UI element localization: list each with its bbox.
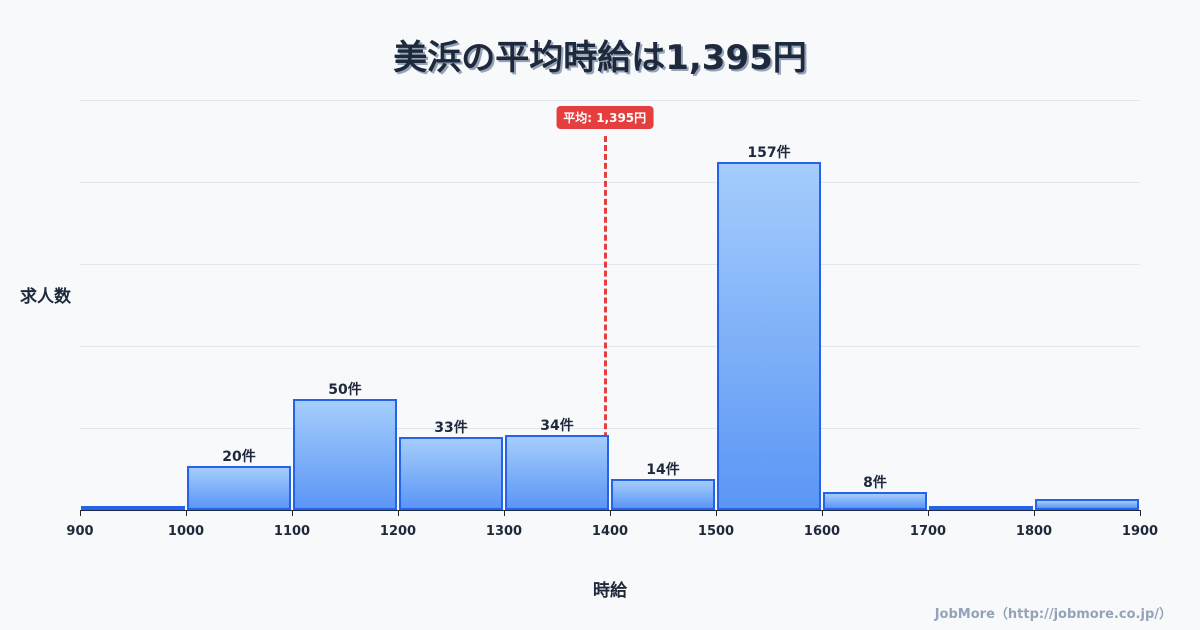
histogram-bar <box>929 505 1033 510</box>
chart-title: 美浜の平均時給は1,395円 <box>393 38 807 78</box>
histogram-bar <box>505 434 609 510</box>
bar-value-label: 34件 <box>540 417 574 434</box>
histogram-bar <box>1035 498 1139 510</box>
gridline <box>80 100 1140 101</box>
gridline <box>80 346 1140 347</box>
x-tick-label: 1800 <box>1015 524 1053 539</box>
bar-value-label: 20件 <box>222 448 256 465</box>
bar-value-label: 14件 <box>646 461 680 478</box>
gridline <box>80 264 1140 265</box>
average-badge: 平均: 1,395円 <box>556 106 654 129</box>
gridline <box>80 428 1140 429</box>
x-tick-label: 1400 <box>591 524 629 539</box>
x-tick <box>1140 510 1141 516</box>
y-axis-label: 求人数 <box>20 287 71 307</box>
histogram-bar <box>187 465 291 510</box>
histogram-bar <box>293 399 397 510</box>
histogram-bar <box>399 436 503 510</box>
histogram-plot: 平均: 1,395円 20件 50件 33件 34件 14件 157件 8件 900 1000 1… <box>66 100 1158 539</box>
histogram-bar <box>823 492 927 510</box>
x-tick-label: 1100 <box>273 524 311 539</box>
histogram-bar <box>81 506 185 510</box>
average-line <box>603 136 607 510</box>
x-tick <box>504 510 505 516</box>
x-axis-label: 時給 <box>593 581 627 601</box>
x-tick <box>928 510 929 516</box>
x-tick-label: 1600 <box>803 524 841 539</box>
x-tick <box>716 510 717 516</box>
x-tick <box>80 510 81 516</box>
x-tick-label: 900 <box>66 524 94 539</box>
x-tick-label: 1500 <box>697 524 735 539</box>
x-tick-label: 1000 <box>167 524 205 539</box>
x-tick <box>822 510 823 516</box>
x-tick-label: 1200 <box>379 524 417 539</box>
x-tick-label: 1700 <box>909 524 947 539</box>
x-tick <box>292 510 293 516</box>
bar-value-label: 50件 <box>328 382 362 399</box>
credit-text: JobMore（http://jobmore.co.jp/） <box>934 607 1172 622</box>
bar-value-label: 33件 <box>434 419 468 436</box>
x-tick <box>398 510 399 516</box>
x-tick-label: 1900 <box>1121 524 1159 539</box>
gridline <box>80 182 1140 183</box>
bar-value-label: 8件 <box>863 475 887 492</box>
histogram-bar <box>611 478 715 510</box>
x-tick-label: 1300 <box>485 524 523 539</box>
x-tick <box>186 510 187 516</box>
bar-value-label: 157件 <box>747 145 791 162</box>
x-tick <box>1034 510 1035 516</box>
histogram-bar <box>717 162 821 510</box>
x-tick <box>610 510 611 516</box>
